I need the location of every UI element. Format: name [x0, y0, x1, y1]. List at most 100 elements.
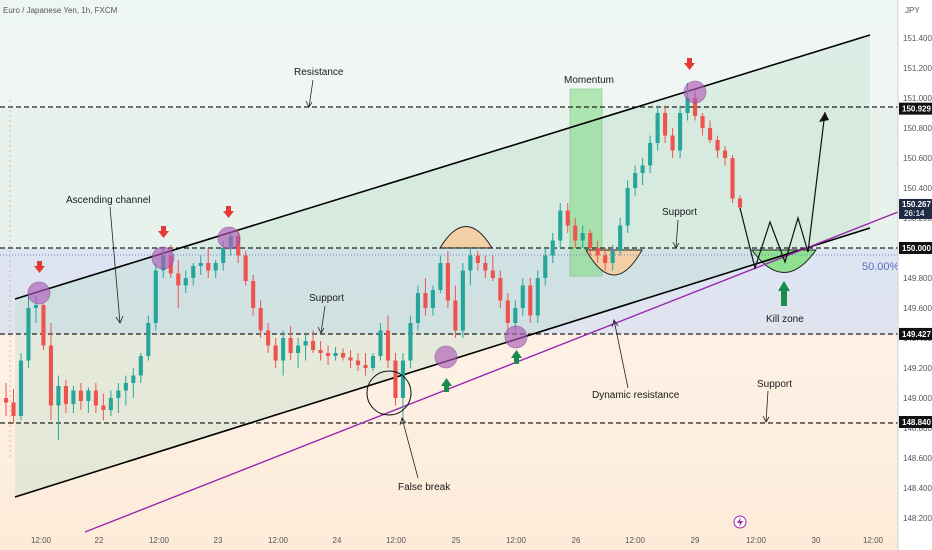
candle: [281, 330, 286, 376]
y-tick-label: 150.800: [903, 124, 932, 133]
candle: [340, 348, 346, 361]
candle: [385, 315, 391, 368]
y-tick-label: 149.800: [903, 274, 932, 283]
candle: [445, 251, 450, 308]
x-tick-label: 12:00: [863, 536, 884, 545]
candle: [707, 120, 713, 143]
candle: [558, 203, 563, 248]
y-tick-label: 151.200: [903, 64, 932, 73]
resistance-label: Resistance: [294, 67, 344, 78]
price-label-text: 150.000: [902, 244, 931, 253]
candle: [393, 353, 398, 406]
candle: [505, 293, 510, 331]
touch-marker-1: [27, 281, 51, 305]
candle: [198, 255, 203, 275]
candle: [573, 218, 578, 248]
candle: [191, 263, 196, 286]
candle: [415, 285, 420, 331]
support-label-upper: Support: [662, 207, 697, 218]
candle: [206, 248, 211, 278]
candle: [3, 383, 9, 416]
arrow-up-marker-1: [441, 378, 452, 392]
candle: [318, 341, 323, 361]
support-label-left: Support: [309, 293, 344, 304]
candle: [138, 353, 143, 383]
y-tick-label: 148.800: [903, 424, 932, 433]
candle: [370, 353, 376, 371]
candle: [311, 330, 316, 353]
candle: [18, 353, 24, 421]
price-label-text: 149.427: [902, 330, 931, 339]
candle: [251, 275, 256, 316]
candle: [116, 383, 121, 413]
resistance-pointer: [305, 79, 314, 108]
x-tick-label: 30: [812, 536, 821, 545]
candle: [483, 255, 488, 278]
arrow-down-marker-4: [684, 58, 695, 70]
candle: [430, 285, 435, 316]
x-tick-label: 26: [572, 536, 581, 545]
arrow-up-marker-3: [778, 281, 790, 306]
x-tick-label: 12:00: [746, 536, 767, 545]
candle: [408, 315, 413, 368]
price-label-text: 150.267: [902, 200, 931, 209]
y-tick-label: 149.600: [903, 304, 932, 313]
candle: [108, 390, 113, 416]
y-tick-label: 149.200: [903, 364, 932, 373]
candle: [543, 248, 548, 286]
y-tick-label: 151.400: [903, 34, 932, 43]
support-arc-top: [439, 226, 493, 249]
candle: [625, 180, 630, 233]
channel-pointer: [109, 206, 124, 324]
candle: [648, 135, 653, 173]
candle: [258, 300, 263, 338]
y-tick-label: 148.200: [903, 514, 932, 523]
candle: [400, 353, 406, 421]
candle: [603, 248, 608, 271]
candle: [618, 218, 623, 256]
candle: [153, 263, 158, 331]
candle: [146, 315, 151, 361]
candle: [131, 368, 136, 398]
candle: [565, 203, 570, 233]
candle: [56, 375, 61, 440]
candle: [11, 389, 16, 424]
x-tick-label: 12:00: [31, 536, 52, 545]
y-tick-label: 148.400: [903, 484, 932, 493]
false-break-circle: [366, 370, 412, 416]
y-tick-label: 148.600: [903, 454, 932, 463]
candle: [266, 323, 271, 353]
candle: [580, 225, 585, 248]
fib-percent-label: 50.00%: [862, 261, 900, 273]
candle: [288, 326, 293, 361]
candle: [333, 347, 338, 361]
price-label: 150.929: [899, 102, 932, 115]
false-break-pointer: [399, 417, 419, 479]
lightning-icon[interactable]: [733, 515, 747, 529]
candle: [363, 353, 368, 376]
candle: [41, 303, 46, 350]
candle: [528, 278, 533, 323]
candle: [730, 155, 735, 203]
momentum-label: Momentum: [564, 75, 614, 86]
candle: [48, 323, 53, 421]
candle: [63, 380, 68, 413]
candle: [78, 383, 83, 410]
candle: [326, 345, 331, 365]
chart-title: Euro / Japanese Yen, 1h, FXCM: [3, 6, 118, 15]
candle: [213, 260, 218, 278]
dynamic-resistance-line: [84, 211, 899, 533]
candle: [633, 165, 638, 196]
candle: [176, 260, 181, 308]
candle: [640, 158, 645, 185]
support-left-pointer: [317, 305, 326, 334]
touch-marker-5: [504, 325, 528, 349]
candle: [722, 146, 728, 166]
y-tick-label: 150.400: [903, 184, 932, 193]
price-label: 150.000: [899, 242, 932, 254]
arrow-down-marker-2: [158, 226, 169, 238]
candle: [348, 350, 353, 368]
countdown-text: 26:14: [904, 209, 925, 218]
